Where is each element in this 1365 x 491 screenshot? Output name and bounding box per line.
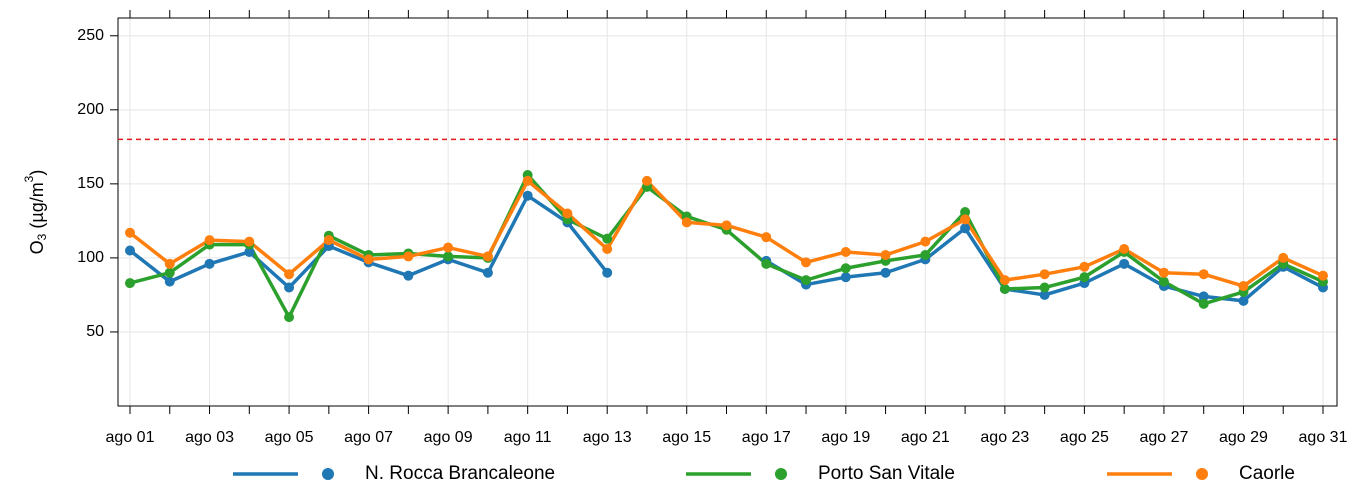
data-point — [840, 263, 851, 274]
y-axis-label: O3 (µg/m3) — [22, 170, 49, 255]
y-tick-label: 150 — [77, 175, 104, 192]
legend-marker — [1196, 468, 1208, 480]
data-point — [204, 235, 215, 246]
data-point — [761, 258, 772, 269]
data-point — [801, 275, 812, 286]
x-tick-label: ago 09 — [424, 429, 473, 446]
data-point — [1039, 269, 1050, 280]
legend-marker — [322, 468, 334, 480]
x-tick-label: ago 05 — [265, 429, 314, 446]
data-point — [602, 244, 613, 255]
data-point — [840, 272, 851, 283]
data-point — [1278, 252, 1289, 263]
data-point — [164, 267, 175, 278]
x-tick-label: ago 07 — [344, 429, 393, 446]
x-tick-label: ago 29 — [1219, 429, 1268, 446]
data-point — [1198, 291, 1209, 302]
data-point — [1238, 281, 1249, 292]
data-point — [403, 270, 414, 281]
legend-marker — [775, 468, 787, 480]
data-point — [443, 251, 454, 262]
data-point — [801, 257, 812, 268]
data-point — [125, 278, 135, 289]
x-tick-label: ago 13 — [583, 429, 632, 446]
x-tick-label: ago 31 — [1299, 429, 1348, 446]
data-point — [1119, 258, 1130, 269]
data-point — [920, 236, 931, 247]
data-point — [681, 217, 692, 228]
data-point — [204, 258, 215, 269]
data-point — [1039, 289, 1050, 300]
data-point — [1119, 244, 1130, 255]
data-point — [880, 267, 891, 278]
data-point — [1158, 267, 1169, 278]
data-point — [125, 245, 135, 256]
x-tick-label: ago 01 — [106, 429, 155, 446]
series-line — [129, 173, 1324, 319]
data-point — [1198, 269, 1209, 280]
data-point — [999, 275, 1010, 286]
data-point — [761, 232, 772, 243]
data-point — [164, 258, 175, 269]
data-point — [125, 227, 135, 238]
y-label-part: O — [27, 240, 47, 254]
legend-text: Porto San Vitale — [818, 463, 955, 484]
data-point — [960, 207, 971, 217]
data-point — [1238, 295, 1249, 306]
y-label-part: (µg/m — [27, 182, 47, 233]
x-tick-label: ago 25 — [1060, 429, 1109, 446]
y-label-part: ) — [27, 170, 47, 176]
data-point — [1079, 272, 1090, 283]
y-label-part: 3 — [35, 233, 49, 240]
data-point — [482, 267, 493, 278]
y-tick-label: 50 — [86, 323, 104, 340]
data-point — [641, 175, 652, 186]
x-tick-label: ago 21 — [901, 429, 950, 446]
data-point — [363, 254, 374, 265]
data-point — [522, 175, 533, 186]
data-point — [840, 246, 851, 257]
x-tick-label: ago 11 — [504, 429, 552, 446]
y-tick-label: 200 — [77, 101, 104, 118]
x-tick-label: ago 15 — [662, 429, 711, 446]
data-point — [164, 276, 175, 287]
data-point — [721, 220, 732, 231]
y-tick-label: 100 — [77, 249, 104, 266]
data-point — [1318, 270, 1328, 281]
data-point — [602, 233, 613, 244]
data-point — [960, 214, 971, 225]
x-tick-label: ago 03 — [185, 429, 234, 446]
data-point — [960, 223, 971, 234]
data-point — [1079, 261, 1090, 272]
legend-text: N. Rocca Brancaleone — [365, 463, 555, 484]
data-point — [284, 269, 295, 280]
data-point — [244, 246, 255, 257]
data-point — [1039, 282, 1050, 293]
legend-text: Caorle — [1239, 463, 1295, 484]
y-tick-label: 250 — [77, 27, 104, 44]
data-point — [562, 208, 573, 219]
data-point — [244, 236, 255, 247]
data-point — [284, 282, 295, 293]
data-point — [284, 312, 295, 323]
x-tick-label: ago 19 — [821, 429, 870, 446]
data-point — [999, 284, 1010, 295]
data-point — [880, 249, 891, 260]
data-point — [1158, 276, 1169, 287]
x-tick-label: ago 17 — [742, 429, 791, 446]
data-point — [602, 267, 613, 278]
data-point — [482, 251, 493, 262]
data-point — [522, 190, 533, 201]
y-label-part: 3 — [22, 175, 36, 182]
data-point — [323, 235, 334, 246]
x-tick-label: ago 23 — [980, 429, 1029, 446]
data-point — [443, 242, 454, 253]
plot-frame — [117, 17, 1338, 407]
data-point — [920, 249, 931, 260]
x-tick-label: ago 27 — [1139, 429, 1188, 446]
series-line — [128, 193, 1324, 303]
data-point — [403, 251, 414, 262]
data-point — [1198, 298, 1209, 309]
